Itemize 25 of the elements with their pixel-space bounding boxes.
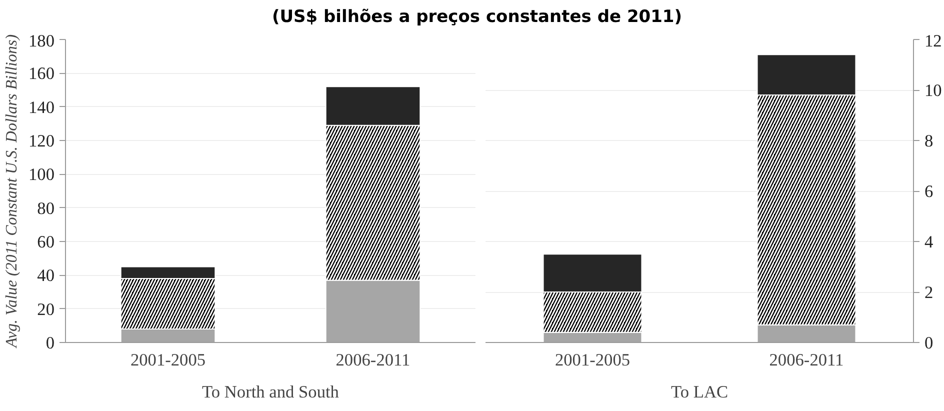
y-tick-label: 20 (37, 300, 54, 320)
chart-title: (US$ bilhões a preços constantes de 2011) (272, 6, 682, 29)
y-tick-label: 160 (28, 64, 55, 84)
y-axis-title: Avg. Value (2011 Constant U.S. Dollars Billions) (4, 34, 21, 349)
y-tick-label: 12 (924, 32, 942, 51)
y-tick-label: 0 (46, 334, 55, 353)
y-tick-label: 120 (28, 132, 55, 151)
y-tick-label: 8 (924, 132, 934, 151)
y-tick-label: 2 (924, 283, 934, 302)
y-tick-label: 100 (28, 165, 55, 184)
y-tick-label: 6 (924, 182, 934, 202)
x-tick-label: 2006-2011 (769, 350, 844, 370)
x-tick-label: 2001-2005 (554, 350, 630, 370)
y-tick-label: 60 (37, 232, 54, 252)
y-tick-label: 10 (924, 81, 942, 100)
y-tick-label: 140 (28, 98, 55, 118)
x-axis-title: To North and South (202, 382, 340, 402)
y-tick-label: 40 (37, 266, 54, 286)
y-tick-label: 4 (924, 232, 934, 252)
x-axis-title: To LAC (670, 382, 728, 402)
x-tick-label: 2006-2011 (336, 350, 410, 370)
x-tick-label: 2001-2005 (130, 350, 206, 370)
y-tick-label: 180 (28, 32, 55, 51)
y-tick-label: 80 (37, 199, 54, 218)
y-tick-label: 0 (924, 334, 934, 353)
